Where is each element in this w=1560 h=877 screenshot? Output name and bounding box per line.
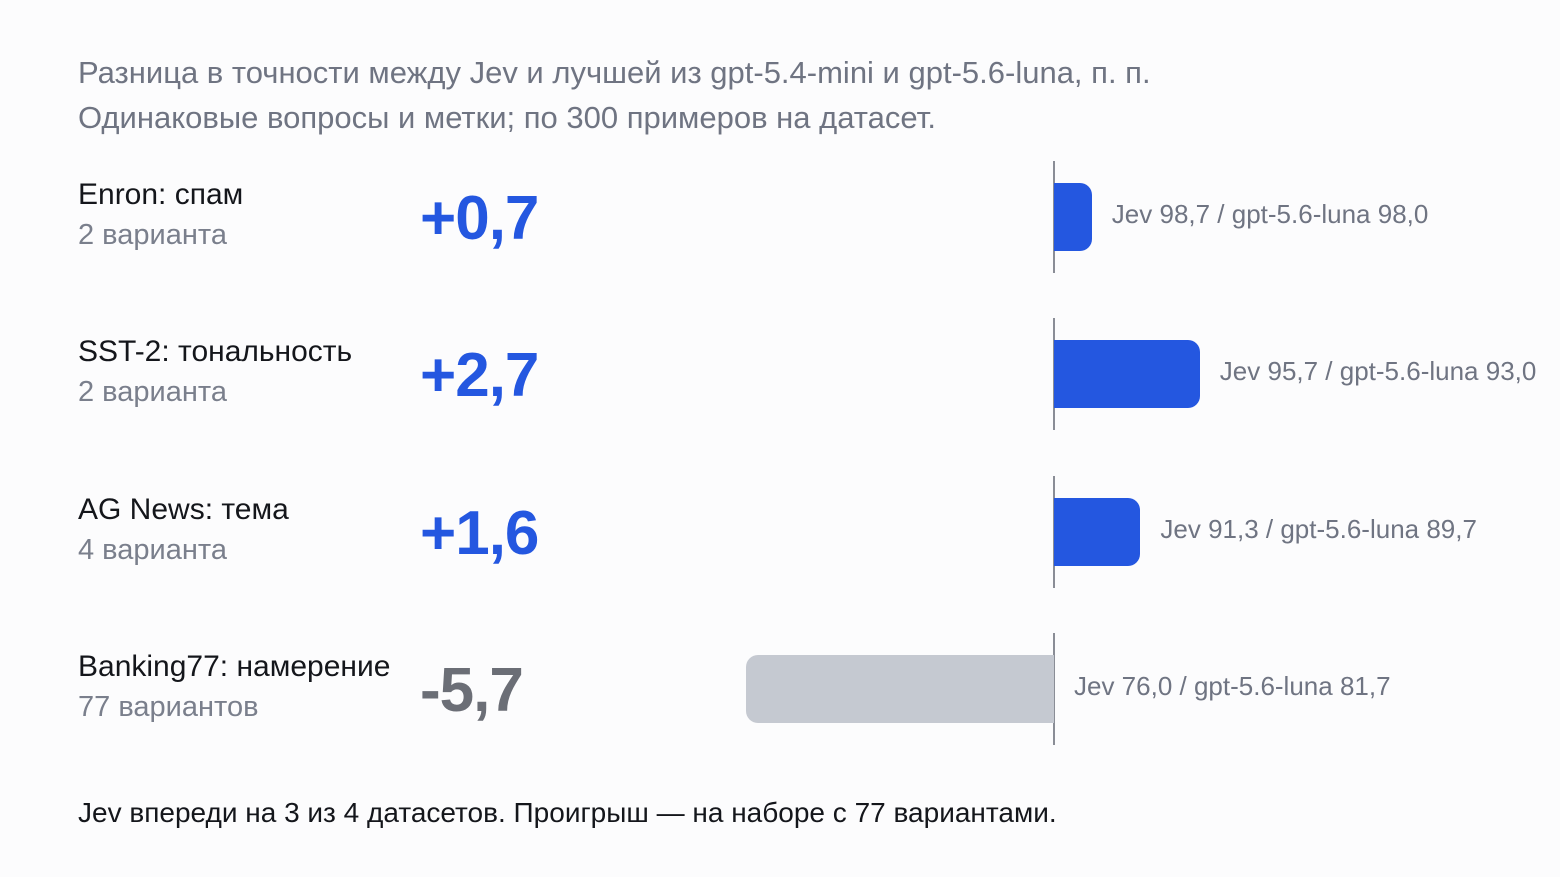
chart-row: AG News: тема 4 варианта +1,6 Jev 91,3 / gp…	[0, 476, 1560, 588]
dataset-name: AG News: тема	[78, 493, 289, 526]
chart-row: Enron: спам 2 варианта +0,7 Jev 98,7 / gpt-…	[0, 161, 1560, 273]
delta-value: +1,6	[420, 499, 539, 568]
delta-value: -5,7	[420, 656, 524, 725]
delta-bar	[1054, 183, 1092, 251]
dataset-variants: 2 варианта	[78, 219, 227, 251]
bar-value-label: Jev 91,3 / gpt-5.6-luna 89,7	[1160, 514, 1477, 544]
delta-value: +2,7	[420, 341, 539, 410]
delta-bar	[1054, 498, 1141, 566]
chart-subtitle-line1: Разница в точности между Jev и лучшей из…	[78, 55, 1151, 90]
dataset-name: Banking77: намерение	[78, 650, 391, 683]
chart-row: Banking77: намерение 77 вариантов -5,7 Jev …	[0, 633, 1560, 745]
dataset-name: SST-2: тональность	[78, 335, 353, 368]
delta-value: +0,7	[420, 184, 539, 253]
footer-note: Jev впереди на 3 из 4 датасетов. Проигры…	[78, 797, 1057, 828]
chart-subtitle-line2: Одинаковые вопросы и метки; по 300 приме…	[78, 100, 936, 135]
delta-bar	[746, 655, 1054, 723]
bar-value-label: Jev 98,7 / gpt-5.6-luna 98,0	[1111, 199, 1429, 229]
dataset-variants: 77 вариантов	[78, 691, 259, 723]
dataset-variants: 4 варианта	[78, 534, 227, 566]
dataset-variants: 2 варианта	[78, 376, 227, 408]
dataset-name: Enron: спам	[78, 178, 244, 211]
zero-axis-line	[1053, 633, 1055, 745]
bar-value-label: Jev 95,7 / gpt-5.6-luna 93,0	[1219, 356, 1537, 386]
delta-bar	[1054, 340, 1200, 408]
chart-row: SST-2: тональность 2 варианта +2,7 Jev 95,7…	[0, 318, 1560, 430]
bar-value-label: Jev 76,0 / gpt-5.6-luna 81,7	[1074, 671, 1391, 701]
